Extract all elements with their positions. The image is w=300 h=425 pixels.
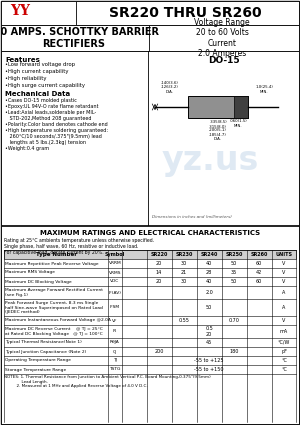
Text: IF(AV): IF(AV) <box>109 291 122 295</box>
Text: 200: 200 <box>154 349 164 354</box>
Text: •Weight:0.4 gram: •Weight:0.4 gram <box>5 146 49 151</box>
Bar <box>1 25 149 51</box>
Text: V: V <box>282 279 286 284</box>
Text: MAXIMUM RATINGS AND ELECTRICAL CHARACTERISTICS: MAXIMUM RATINGS AND ELECTRICAL CHARACTER… <box>40 230 260 236</box>
Text: TJ: TJ <box>113 359 117 363</box>
Text: UNITS: UNITS <box>275 252 292 257</box>
Text: 180: 180 <box>229 349 239 354</box>
Text: 2.0 AMPS. SCHOTTKY BARRIER
RECTIFIERS: 2.0 AMPS. SCHOTTKY BARRIER RECTIFIERS <box>0 27 158 49</box>
Text: Peak Forward Surge Current, 8.3 ms Single
half Sine-wave Superimposed on Rated L: Peak Forward Surge Current, 8.3 ms Singl… <box>5 301 103 314</box>
Text: Typical Junction Capacitance (Note 2): Typical Junction Capacitance (Note 2) <box>5 349 86 354</box>
Text: Maximum Average Forward Rectified Current
(see Fig.1): Maximum Average Forward Rectified Curren… <box>5 288 103 297</box>
Text: yz.us: yz.us <box>161 144 259 176</box>
Text: IR: IR <box>113 329 117 334</box>
Text: YY: YY <box>10 4 30 18</box>
Bar <box>4 250 296 259</box>
Text: •High surge current capability: •High surge current capability <box>5 83 85 88</box>
Text: 50: 50 <box>231 261 237 266</box>
Bar <box>1 1 299 25</box>
Text: Rating at 25°C ambients temperature unless otherwise specified.
Single phase, ha: Rating at 25°C ambients temperature unle… <box>4 238 154 255</box>
Text: DO-15: DO-15 <box>208 56 240 65</box>
Text: 0.5
20: 0.5 20 <box>205 326 213 337</box>
Text: 0.55: 0.55 <box>178 318 189 323</box>
Text: °C: °C <box>281 367 287 372</box>
Text: 40: 40 <box>206 279 212 284</box>
Text: Dimensions in inches and (millimeters): Dimensions in inches and (millimeters) <box>152 215 232 219</box>
Text: Type Number: Type Number <box>35 252 76 257</box>
Text: Maximum Repetitive Peak Reverse Voltage: Maximum Repetitive Peak Reverse Voltage <box>5 261 99 266</box>
Text: Symbol: Symbol <box>105 252 125 257</box>
Bar <box>1 51 299 225</box>
Text: 42: 42 <box>256 270 262 275</box>
Text: 50: 50 <box>206 305 212 310</box>
Text: mA: mA <box>280 329 288 334</box>
Text: pF: pF <box>281 349 287 354</box>
Text: 45: 45 <box>206 340 212 345</box>
Text: .060(1.5)
MIN.: .060(1.5) MIN. <box>229 119 247 128</box>
Text: SR220: SR220 <box>150 252 168 257</box>
Text: Typical Thermal Resistance(Note 1): Typical Thermal Resistance(Note 1) <box>5 340 82 345</box>
Text: VF: VF <box>112 318 118 323</box>
Text: 21: 21 <box>181 270 187 275</box>
Text: STD-202,Method 208 guaranteed: STD-202,Method 208 guaranteed <box>5 116 91 121</box>
Text: 35: 35 <box>231 270 237 275</box>
Text: VDC: VDC <box>110 280 120 283</box>
Text: 28: 28 <box>206 270 212 275</box>
Bar <box>188 96 248 118</box>
Text: 30: 30 <box>181 261 187 266</box>
Text: SR230: SR230 <box>175 252 193 257</box>
Text: -55 to +125: -55 to +125 <box>194 358 224 363</box>
Text: •High temperature soldering guaranteed:: •High temperature soldering guaranteed: <box>5 128 108 133</box>
Text: 1.0(25.4)
MIN.: 1.0(25.4) MIN. <box>255 85 273 94</box>
Bar <box>234 96 248 118</box>
Text: IFSM: IFSM <box>110 306 120 309</box>
Text: Mechanical Data: Mechanical Data <box>5 91 70 97</box>
Text: lengths at 5 lbs.(2.3kg) tension: lengths at 5 lbs.(2.3kg) tension <box>5 140 86 145</box>
Text: 20: 20 <box>156 261 162 266</box>
Text: 50: 50 <box>231 279 237 284</box>
Text: V: V <box>282 270 286 275</box>
Text: VRRM: VRRM <box>109 261 122 266</box>
Text: SR260: SR260 <box>250 252 268 257</box>
Text: SR220 THRU SR260: SR220 THRU SR260 <box>109 6 261 20</box>
Text: 2.0: 2.0 <box>205 290 213 295</box>
Text: Operating Temperature Range: Operating Temperature Range <box>5 359 71 363</box>
Text: •Lead:Axial leads,solderable per MIL-: •Lead:Axial leads,solderable per MIL- <box>5 110 96 115</box>
Text: 0.70: 0.70 <box>229 318 239 323</box>
Text: 260°C/10 seconds/.375"(9.5mm) lead: 260°C/10 seconds/.375"(9.5mm) lead <box>5 134 102 139</box>
Text: 20: 20 <box>156 279 162 284</box>
Text: Maximum Instantaneous Forward Voltage @2.0A: Maximum Instantaneous Forward Voltage @2… <box>5 318 111 323</box>
Text: V: V <box>282 261 286 266</box>
Text: CJ: CJ <box>113 349 117 354</box>
Text: •High reliability: •High reliability <box>5 76 47 81</box>
Text: VRMS: VRMS <box>109 270 121 275</box>
Text: .200(5.1)
.185(4.7)
DIA.: .200(5.1) .185(4.7) DIA. <box>209 128 227 141</box>
Text: 60: 60 <box>256 279 262 284</box>
Text: •High current capability: •High current capability <box>5 69 68 74</box>
Text: •Epoxy:UL 94V-O rate flame retardant: •Epoxy:UL 94V-O rate flame retardant <box>5 104 98 109</box>
Text: RθJA: RθJA <box>110 340 120 345</box>
Text: Voltage Range
20 to 60 Volts
Current
2.0 Amperes: Voltage Range 20 to 60 Volts Current 2.0… <box>194 18 250 58</box>
Text: V: V <box>282 318 286 323</box>
Text: SR250: SR250 <box>225 252 243 257</box>
Text: •Low forward voltage drop: •Low forward voltage drop <box>5 62 75 67</box>
Text: A: A <box>282 290 286 295</box>
Text: SR240: SR240 <box>200 252 218 257</box>
Text: Features: Features <box>5 57 40 63</box>
Text: 30: 30 <box>181 279 187 284</box>
Text: 60: 60 <box>256 261 262 266</box>
Text: °C/W: °C/W <box>278 340 290 345</box>
Text: .140(3.6)
.126(3.2)
DIA.: .140(3.6) .126(3.2) DIA. <box>161 81 179 94</box>
Text: Maximum DC Blocking Voltage: Maximum DC Blocking Voltage <box>5 280 72 283</box>
Text: .335(8.5)
.315(8.0): .335(8.5) .315(8.0) <box>209 120 227 129</box>
Text: •Cases DO-15 molded plastic: •Cases DO-15 molded plastic <box>5 98 77 103</box>
Text: 40: 40 <box>206 261 212 266</box>
Text: Maximum RMS Voltage: Maximum RMS Voltage <box>5 270 55 275</box>
Text: Storage Temperature Range: Storage Temperature Range <box>5 368 66 371</box>
Bar <box>1 25 299 51</box>
Text: •Polarity:Color band denotes cathode end: •Polarity:Color band denotes cathode end <box>5 122 108 127</box>
Text: NOTES: 1. Thermal Resistance from Junction to Ambient Vertical P.C. Board Mounti: NOTES: 1. Thermal Resistance from Juncti… <box>4 375 211 388</box>
Text: °C: °C <box>281 358 287 363</box>
Bar <box>1 226 299 424</box>
Text: TSTG: TSTG <box>109 368 121 371</box>
